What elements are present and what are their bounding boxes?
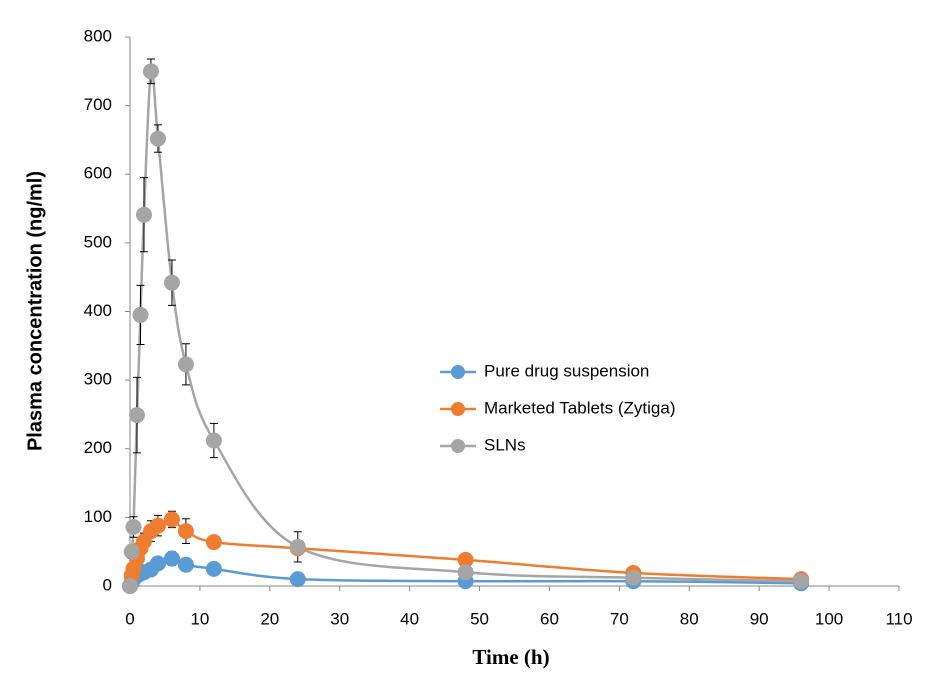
y-tick-label: 200 [84, 438, 112, 457]
x-tick-label: 50 [470, 609, 489, 628]
x-axis-title: Time (h) [472, 645, 549, 669]
data-point [135, 206, 152, 223]
x-tick-label: 90 [750, 609, 769, 628]
x-tick-label: 60 [540, 609, 559, 628]
data-point [125, 518, 142, 535]
y-axis-title: Plasma concentration (ng/ml) [24, 171, 46, 451]
data-point [457, 564, 474, 581]
x-tick-label: 70 [610, 609, 629, 628]
x-tick-label: 10 [190, 609, 209, 628]
data-point [793, 573, 810, 590]
legend-marker [451, 365, 465, 379]
y-tick-label: 500 [84, 232, 112, 251]
data-point [205, 432, 222, 449]
y-tick-label: 300 [84, 370, 112, 389]
legend-label: Marketed Tablets (Zytiga) [484, 398, 675, 417]
data-point [205, 560, 222, 577]
data-point [289, 571, 306, 588]
x-tick-label: 80 [680, 609, 699, 628]
data-point [163, 511, 180, 528]
x-tick-label: 100 [815, 609, 843, 628]
x-tick-label: 0 [125, 609, 134, 628]
x-tick-label: 110 [885, 609, 912, 628]
series-line [128, 67, 802, 587]
data-point [205, 534, 222, 551]
data-point [177, 523, 194, 540]
legend-marker [451, 402, 465, 416]
y-tick-label: 700 [84, 95, 112, 114]
y-tick-label: 600 [84, 164, 112, 183]
data-point [122, 578, 138, 594]
data-point [177, 556, 194, 573]
y-tick-label: 100 [84, 507, 112, 526]
data-point [142, 63, 159, 80]
y-tick-label: 0 [103, 575, 112, 594]
data-point [163, 550, 180, 567]
data-point [289, 538, 306, 555]
data-point [457, 551, 474, 568]
data-point [625, 569, 642, 586]
data-point [163, 274, 180, 291]
x-tick-label: 30 [330, 609, 349, 628]
legend-marker [451, 439, 465, 453]
x-tick-label: 40 [400, 609, 419, 628]
legend-label: SLNs [484, 435, 526, 454]
y-tick-label: 400 [84, 301, 112, 320]
data-point [149, 130, 166, 147]
legend-label: Pure drug suspension [484, 361, 649, 380]
data-point [177, 356, 194, 373]
data-point [132, 306, 149, 323]
y-tick-label: 800 [84, 26, 112, 45]
data-point [149, 517, 166, 534]
data-point [128, 407, 145, 424]
data-point [123, 543, 140, 560]
x-tick-label: 20 [260, 609, 279, 628]
data-point [149, 555, 166, 572]
